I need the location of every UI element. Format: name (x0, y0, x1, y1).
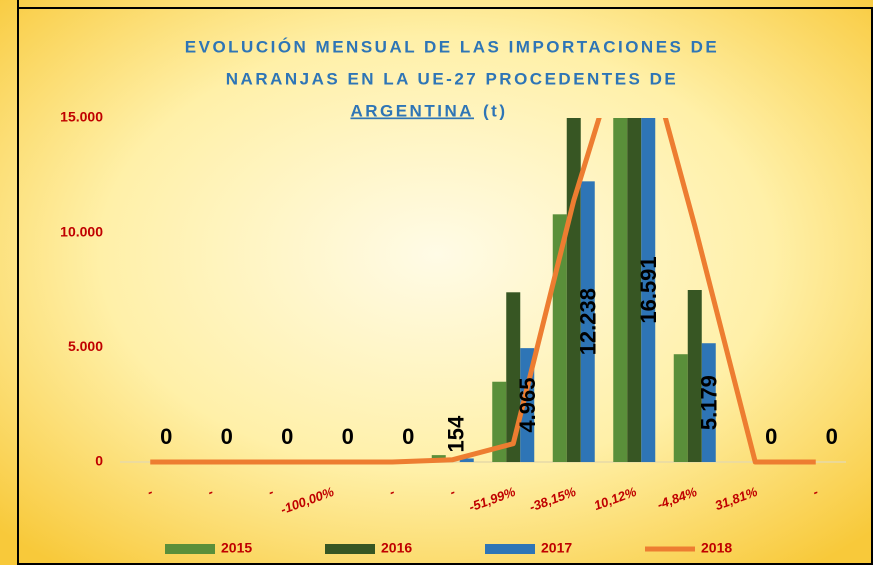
bar (701, 343, 716, 462)
bar (673, 354, 688, 462)
data-label: 0 (281, 424, 293, 449)
bar (627, 118, 642, 462)
chart-title: ARGENTINA (350, 101, 474, 120)
bar (580, 181, 595, 463)
line-series (150, 118, 816, 465)
chart-title: NARANJAS EN LA UE-27 PROCEDENTES DE (226, 69, 678, 88)
data-label: 154 (444, 415, 469, 452)
bar (641, 118, 656, 463)
y-tick-label: 10.000 (60, 223, 103, 239)
x-tick-label: - (206, 484, 215, 500)
y-tick-label: 15.000 (60, 109, 103, 125)
bar (613, 118, 628, 462)
x-tick-label: - (266, 484, 275, 500)
x-tick-label: - (448, 484, 457, 500)
data-label: 0 (765, 424, 777, 449)
y-tick-label: 0 (95, 453, 103, 469)
legend-label: 2018 (701, 540, 732, 556)
data-label: 12.238 (576, 288, 601, 355)
data-label: 5.179 (697, 375, 722, 430)
bar (566, 118, 581, 462)
legend-swatch (485, 544, 535, 554)
legend-label: 2016 (381, 540, 412, 556)
y-tick-label: 5.000 (68, 338, 103, 354)
data-label: 0 (342, 424, 354, 449)
data-label: 0 (221, 424, 233, 449)
data-label: 0 (826, 424, 838, 449)
bar (492, 381, 507, 462)
chart-title: EVOLUCIÓN MENSUAL DE LAS IMPORTACIONES D… (185, 37, 719, 56)
x-tick-label: - (387, 484, 396, 500)
legend-swatch (165, 544, 215, 554)
data-label: 16.591 (636, 256, 661, 323)
chart-title: (t) (483, 101, 507, 120)
x-tick-label: - (811, 484, 820, 500)
data-label: 0 (160, 424, 172, 449)
data-label: 0 (402, 424, 414, 449)
bar (459, 458, 474, 462)
legend-swatch (325, 544, 375, 554)
data-label: 4.965 (515, 378, 540, 433)
legend-label: 2017 (541, 540, 572, 556)
bar (687, 290, 702, 462)
x-tick-label: - (145, 484, 154, 500)
legend-label: 2015 (221, 540, 252, 556)
plot-area (150, 118, 816, 465)
